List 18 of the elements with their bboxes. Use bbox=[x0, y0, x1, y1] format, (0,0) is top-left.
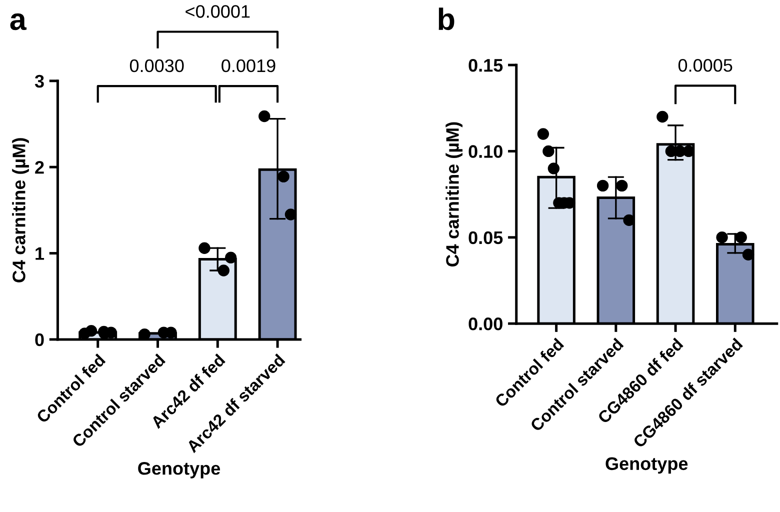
chart-title: a bbox=[10, 13, 27, 30]
y-tick-label: 1 bbox=[36, 247, 44, 260]
y-tick-label: 0.10 bbox=[468, 145, 502, 158]
y-axis-title: C4 carnitine (µM) bbox=[446, 122, 462, 266]
x-axis-title: Genotype bbox=[606, 457, 688, 474]
annotation: 0.0005 bbox=[678, 59, 732, 72]
y-tick-label: 0.05 bbox=[468, 231, 503, 244]
y-tick-label: 2 bbox=[35, 161, 44, 174]
y-tick-label: 0.15 bbox=[468, 58, 503, 72]
y-axis-title: C4 carnitine (µM) bbox=[12, 138, 29, 282]
y-tick-label: 0.00 bbox=[468, 318, 502, 330]
x-axis-title: Genotype bbox=[138, 462, 220, 478]
y-tick-label: 0 bbox=[35, 333, 44, 346]
y-tick-label: 3 bbox=[34, 74, 44, 88]
chart-title: b bbox=[438, 8, 454, 30]
text: 0.0030 bbox=[130, 59, 184, 72]
text: 0.0019 bbox=[222, 59, 276, 72]
text: <0.0001 bbox=[186, 5, 250, 18]
